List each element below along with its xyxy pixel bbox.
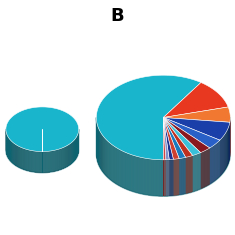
Polygon shape <box>163 118 193 157</box>
Polygon shape <box>96 75 201 160</box>
Polygon shape <box>6 107 79 152</box>
Polygon shape <box>6 129 79 173</box>
Polygon shape <box>163 118 210 153</box>
Polygon shape <box>163 118 169 160</box>
Polygon shape <box>163 118 166 160</box>
Polygon shape <box>163 118 230 140</box>
Polygon shape <box>163 118 186 159</box>
Polygon shape <box>163 118 201 156</box>
Polygon shape <box>163 118 220 148</box>
Polygon shape <box>96 118 230 196</box>
Polygon shape <box>163 118 173 160</box>
Polygon shape <box>163 82 228 118</box>
Text: B: B <box>111 7 124 25</box>
Polygon shape <box>163 118 179 159</box>
Polygon shape <box>163 107 230 122</box>
